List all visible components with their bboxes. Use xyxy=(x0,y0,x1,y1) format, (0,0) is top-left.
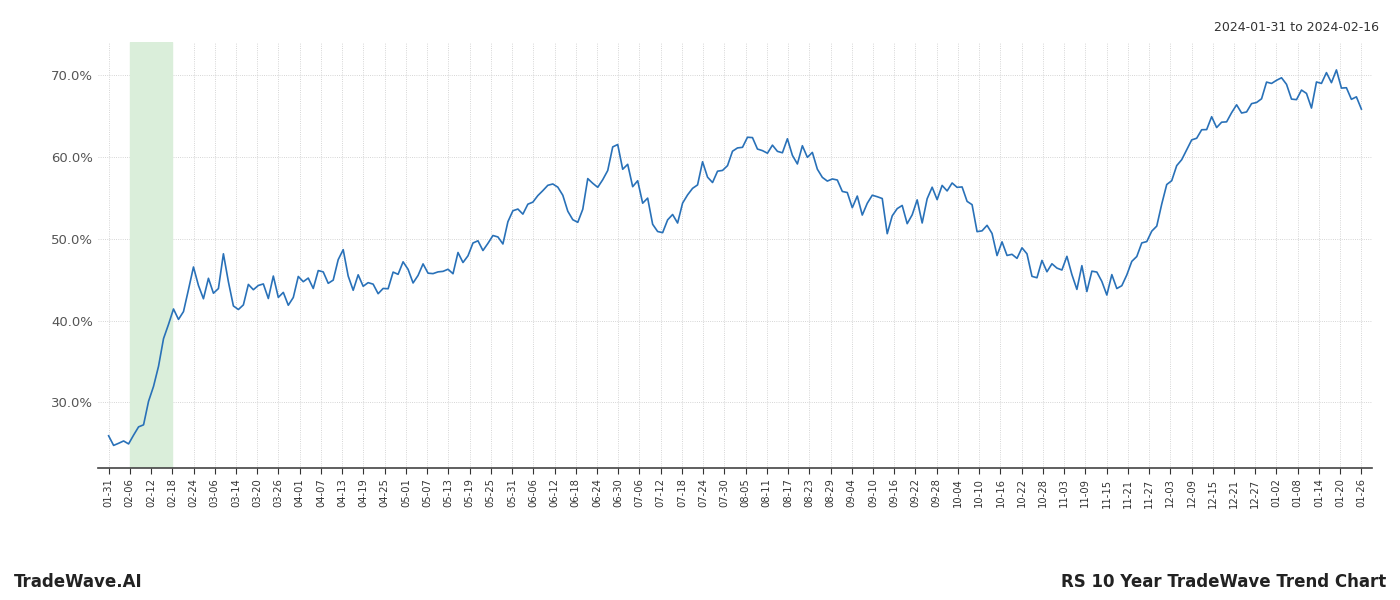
Text: RS 10 Year TradeWave Trend Chart: RS 10 Year TradeWave Trend Chart xyxy=(1061,573,1386,591)
Text: TradeWave.AI: TradeWave.AI xyxy=(14,573,143,591)
Text: 2024-01-31 to 2024-02-16: 2024-01-31 to 2024-02-16 xyxy=(1214,21,1379,34)
Bar xyxy=(130,42,172,468)
